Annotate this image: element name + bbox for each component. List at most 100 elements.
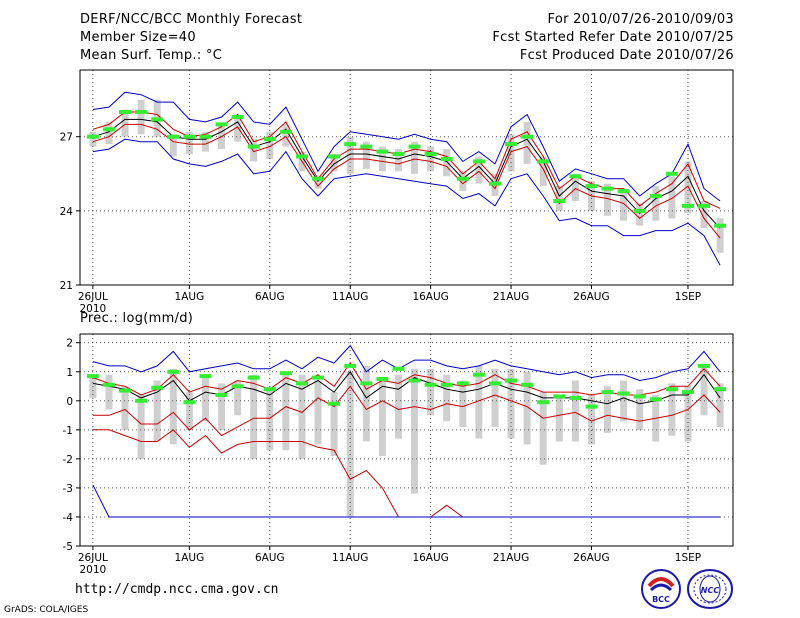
temp-spread-box bbox=[202, 131, 209, 152]
temp-spread-box bbox=[378, 146, 386, 172]
temp-member-mark bbox=[135, 110, 148, 114]
temp-member-mark bbox=[312, 176, 324, 181]
temp-spread-box bbox=[459, 171, 467, 192]
prec-ytick-label: 2 bbox=[66, 338, 73, 350]
prec-lower2-line bbox=[92, 429, 721, 518]
temp-member-mark bbox=[633, 208, 646, 213]
temp-member-mark bbox=[392, 152, 405, 156]
prec-member-mark bbox=[633, 394, 646, 399]
ncc-logo: NCC bbox=[687, 569, 733, 609]
prec-spread-box bbox=[604, 386, 611, 433]
prec-ytick-label: 0 bbox=[66, 396, 73, 408]
prec-member-mark bbox=[199, 374, 212, 379]
temp-spread-box bbox=[571, 173, 579, 201]
website-url[interactable]: http://cmdp.ncc.cma.gov.cn bbox=[75, 582, 279, 597]
temp-spread-box bbox=[169, 134, 177, 157]
prec-ytick-label: -1 bbox=[63, 425, 73, 437]
temp-member-mark bbox=[472, 159, 485, 164]
forecast-period: For 2010/07/26-2010/09/03 bbox=[547, 12, 734, 27]
temp-xtick-label: 16AUG bbox=[412, 291, 448, 303]
temp-spread-box bbox=[716, 218, 724, 253]
temp-min-line bbox=[92, 138, 721, 266]
temp-frame bbox=[79, 69, 734, 286]
prec-member-mark bbox=[424, 382, 437, 387]
prec-xtick-label: 21AUG bbox=[493, 552, 529, 564]
temp-member-mark bbox=[569, 174, 582, 179]
temp-member-mark bbox=[521, 134, 534, 139]
temp-member-mark bbox=[151, 117, 164, 122]
prec-member-mark bbox=[714, 387, 727, 392]
prec-spread-box bbox=[282, 371, 290, 451]
prec-spread-box bbox=[684, 386, 692, 442]
temp-ytick-label: 21 bbox=[60, 280, 73, 292]
prec-member-mark bbox=[279, 371, 292, 376]
bcc-logo-text: BCC bbox=[652, 595, 670, 604]
prec-spread-box bbox=[137, 395, 145, 459]
temp-spread-box bbox=[105, 121, 113, 145]
prec-member-mark bbox=[86, 374, 99, 379]
prec-frame bbox=[79, 333, 734, 547]
prec-spread-box bbox=[250, 374, 258, 459]
temp-member-mark bbox=[360, 144, 373, 149]
prec-member-mark bbox=[103, 382, 115, 387]
temp-spread-box bbox=[700, 201, 708, 229]
prec-spread-box bbox=[346, 371, 354, 517]
prec-xtick-label: 6AUG bbox=[255, 552, 285, 564]
prec-spread-box bbox=[411, 368, 418, 494]
prec-member-mark bbox=[215, 393, 228, 397]
prec-member-mark bbox=[328, 401, 341, 406]
temp-xtick-label: 26AUG bbox=[573, 291, 609, 303]
prec-spread-box bbox=[378, 377, 386, 456]
precip-label: Prec.: log(mm/d) bbox=[80, 311, 194, 326]
prec-member-mark bbox=[360, 381, 373, 386]
temp-spread-box bbox=[314, 176, 322, 189]
prec-ytick-label: -3 bbox=[63, 483, 73, 495]
prec-xtick-year: 2010 bbox=[79, 564, 106, 576]
temp-mean-line bbox=[92, 118, 721, 229]
prec-spread-box bbox=[298, 374, 306, 459]
prec-spread-box bbox=[555, 395, 563, 442]
temp-member-mark bbox=[665, 171, 678, 176]
temp-spread-box bbox=[266, 131, 274, 159]
temp-spread-box bbox=[443, 149, 451, 177]
prec-xtick-label: 11AUG bbox=[332, 552, 368, 564]
temp-spread-box bbox=[604, 183, 611, 216]
prec-member-mark bbox=[698, 363, 710, 368]
temp-member-mark bbox=[263, 137, 276, 142]
prec-spread-box bbox=[395, 374, 402, 439]
prec-spread-box bbox=[427, 368, 435, 416]
prec-member-mark bbox=[344, 363, 357, 368]
prec-spread-box bbox=[700, 365, 708, 416]
prec-member-mark bbox=[167, 369, 180, 374]
prec-spread-box bbox=[121, 386, 129, 430]
temp-member-mark bbox=[537, 159, 550, 164]
prec-member-mark bbox=[231, 384, 244, 389]
temp-spread-box bbox=[668, 176, 676, 219]
prec-spread-box bbox=[153, 380, 161, 442]
temp-member-mark bbox=[376, 149, 389, 154]
prec-spread-box bbox=[218, 383, 225, 430]
prec-member-mark bbox=[119, 388, 131, 393]
temp-lower-ci-line bbox=[92, 123, 721, 239]
prec-spread-box bbox=[330, 392, 338, 456]
prec-xtick-label: 26AUG bbox=[573, 552, 609, 564]
prec-member-mark bbox=[440, 382, 453, 387]
prec-member-mark bbox=[472, 372, 485, 377]
temp-spread-box bbox=[684, 161, 692, 214]
temp-spread-box bbox=[362, 141, 370, 169]
temp-xtick-label: 26JUL bbox=[78, 291, 108, 303]
prec-member-mark bbox=[408, 378, 421, 383]
prec-member-mark bbox=[312, 375, 324, 380]
prec-spread-box bbox=[234, 380, 242, 416]
prec-spread-box bbox=[105, 374, 113, 410]
started-date: Fcst Started Refer Date 2010/07/25 bbox=[492, 30, 734, 45]
variable-label: Mean Surf. Temp.: °C bbox=[80, 48, 223, 63]
prec-spread-box bbox=[716, 383, 724, 427]
temp-spread-box bbox=[121, 109, 129, 137]
temp-member-mark bbox=[183, 134, 196, 139]
temp-spread-box bbox=[555, 186, 563, 211]
prec-lower-ci-line bbox=[92, 385, 721, 437]
prec-spread-box bbox=[314, 380, 322, 445]
temp-member-mark bbox=[328, 154, 341, 159]
temp-member-mark bbox=[231, 115, 244, 119]
